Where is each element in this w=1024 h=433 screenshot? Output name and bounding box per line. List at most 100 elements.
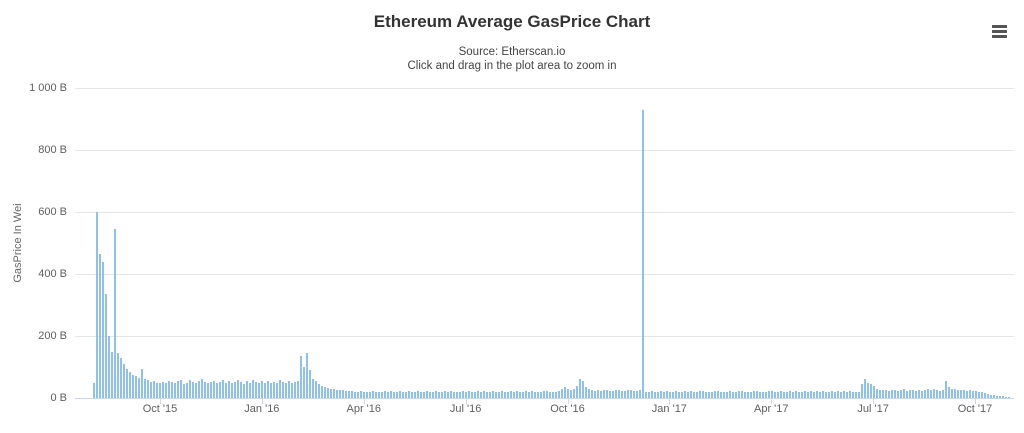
gasprice-bar[interactable] [561,388,563,398]
gasprice-bar[interactable] [627,389,629,398]
gasprice-bar[interactable] [741,390,743,398]
gasprice-bar[interactable] [366,391,368,398]
gasprice-bar[interactable] [720,391,722,398]
gasprice-bar[interactable] [690,390,692,398]
gasprice-bar[interactable] [528,391,530,398]
gasprice-bar[interactable] [327,388,329,398]
gasprice-bar[interactable] [159,382,161,398]
gasprice-bar[interactable] [642,109,644,398]
gasprice-bar[interactable] [993,395,995,398]
gasprice-bar[interactable] [543,391,545,398]
gasprice-bar[interactable] [630,390,632,398]
gasprice-bar[interactable] [903,389,905,398]
gasprice-bar[interactable] [894,389,896,398]
gasprice-bar[interactable] [429,391,431,398]
gasprice-bar[interactable] [201,379,203,398]
gasprice-bar[interactable] [495,391,497,398]
gasprice-bar[interactable] [198,380,200,398]
gasprice-bar[interactable] [132,374,134,398]
gasprice-bar[interactable] [657,391,659,398]
gasprice-bar[interactable] [504,391,506,398]
gasprice-bar[interactable] [681,391,683,398]
gasprice-bar[interactable] [672,392,674,398]
gasprice-bar[interactable] [777,391,779,398]
gasprice-bar[interactable] [318,384,320,398]
gasprice-bar[interactable] [789,391,791,398]
gasprice-bar[interactable] [747,391,749,398]
gasprice-bar[interactable] [822,390,824,398]
gasprice-bar[interactable] [615,389,617,398]
gasprice-bar[interactable] [855,391,857,398]
gasprice-bar[interactable] [1005,396,1007,398]
gasprice-bar[interactable] [684,391,686,398]
gasprice-bar[interactable] [609,390,611,398]
gasprice-bar[interactable] [243,383,245,398]
gasprice-bar[interactable] [126,368,128,398]
gasprice-bar[interactable] [369,392,371,398]
gasprice-bar[interactable] [207,382,209,398]
gasprice-bar[interactable] [840,391,842,398]
gasprice-bar[interactable] [123,363,125,398]
gasprice-bar[interactable] [441,391,443,398]
gasprice-bar[interactable] [585,387,587,398]
gasprice-bar[interactable] [951,388,953,398]
gasprice-bar[interactable] [981,392,983,398]
gasprice-bar[interactable] [501,390,503,398]
gasprice-bar[interactable] [300,356,302,398]
gasprice-bar[interactable] [246,380,248,398]
gasprice-bar[interactable] [852,392,854,398]
gasprice-bar[interactable] [579,378,581,398]
gasprice-bar[interactable] [333,389,335,398]
gasprice-bar[interactable] [552,391,554,398]
gasprice-bar[interactable] [624,390,626,398]
gasprice-bar[interactable] [324,387,326,398]
gasprice-bar[interactable] [990,394,992,398]
gasprice-bar[interactable] [345,390,347,398]
gasprice-bar[interactable] [297,381,299,398]
gasprice-bar[interactable] [795,390,797,398]
gasprice-bar[interactable] [744,392,746,398]
gasprice-bar[interactable] [426,391,428,398]
gasprice-bar[interactable] [183,383,185,398]
gasprice-bar[interactable] [249,382,251,398]
gasprice-bar[interactable] [831,391,833,398]
gasprice-bar[interactable] [477,391,479,398]
gasprice-bar[interactable] [750,391,752,398]
gasprice-bar[interactable] [348,390,350,398]
gasprice-bar[interactable] [987,393,989,398]
gasprice-bar[interactable] [678,391,680,398]
gasprice-bar[interactable] [294,382,296,398]
gasprice-bar[interactable] [864,379,866,398]
gasprice-bar[interactable] [93,382,95,398]
gasprice-bar[interactable] [408,391,410,398]
gasprice-bar[interactable] [114,229,116,398]
gasprice-bar[interactable] [870,384,872,398]
gasprice-bar[interactable] [351,391,353,398]
gasprice-bar[interactable] [918,389,920,398]
gasprice-bar[interactable] [594,390,596,398]
gasprice-bar[interactable] [252,379,254,398]
gasprice-bar[interactable] [546,390,548,398]
gasprice-bar[interactable] [651,391,653,398]
gasprice-bar[interactable] [603,390,605,398]
gasprice-bar[interactable] [456,391,458,398]
gasprice-bar[interactable] [210,382,212,398]
gasprice-bar[interactable] [240,382,242,398]
gasprice-bar[interactable] [1008,397,1010,398]
gasprice-bar[interactable] [102,261,104,398]
gasprice-bar[interactable] [972,390,974,398]
gasprice-bar[interactable] [360,390,362,398]
gasprice-bar[interactable] [675,390,677,398]
gasprice-bar[interactable] [597,389,599,398]
gasprice-bar[interactable] [912,390,914,398]
gasprice-bar[interactable] [306,353,308,398]
gasprice-bar[interactable] [843,391,845,398]
gasprice-bar[interactable] [519,391,521,398]
gasprice-bar[interactable] [489,391,491,398]
gasprice-bar[interactable] [537,391,539,398]
gasprice-bar[interactable] [453,391,455,398]
gasprice-bar[interactable] [654,392,656,398]
gasprice-bar[interactable] [660,390,662,398]
gasprice-bar[interactable] [273,381,275,398]
gasprice-bar[interactable] [861,384,863,398]
